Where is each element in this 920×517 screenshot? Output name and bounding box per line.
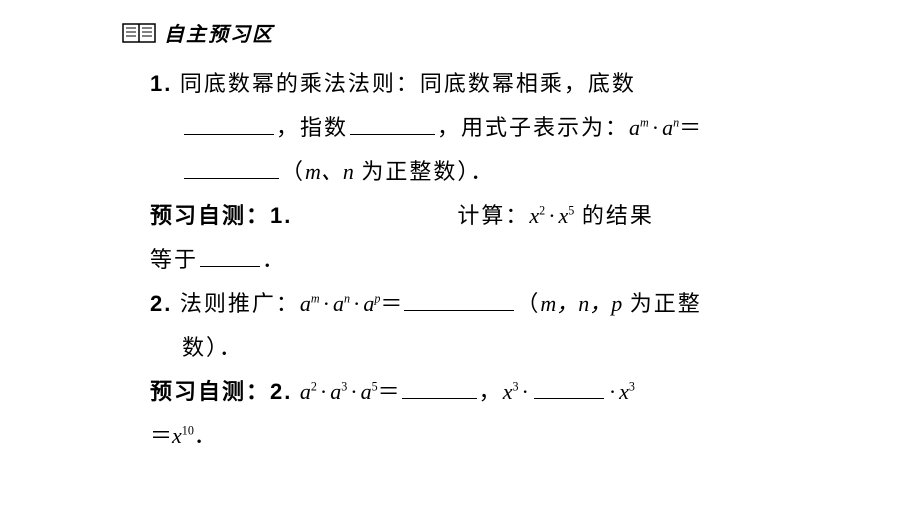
item-1-line-3: （m、n 为正整数）． (150, 150, 790, 194)
self-test-1-line-2: 等于 ． (150, 238, 790, 282)
self-test-1-label: 预习自测：1. (150, 203, 292, 228)
item-1-text-d: （ (281, 159, 305, 184)
section-header: 自主预习区 (122, 18, 274, 47)
test1-text-a: 计算： (457, 203, 529, 228)
item-2-text-b: （ (516, 291, 540, 316)
blank-3 (184, 178, 279, 179)
item-1-text-a: 同底数幂的乘法法则：同底数幂相乘，底数 (180, 71, 636, 96)
item-2-text-d: 数）． (182, 335, 243, 360)
test1-period: ． (262, 247, 286, 272)
mnp-var: m，n，p (540, 291, 622, 316)
item-2-line-2: 数）． (150, 326, 790, 370)
self-test-2-label: 预习自测：2. (150, 379, 292, 404)
item-2-line-1: 2. 法则推广：am·an·ap＝ （m，n，p 为正整 (150, 282, 790, 326)
x2-x5: x2·x5 (529, 203, 574, 228)
item-1-number: 1. (150, 71, 172, 96)
self-test-2-line-2: ＝x10． (150, 414, 790, 458)
test2-period: ． (194, 423, 218, 448)
am-an-ap: am·an·ap＝ (300, 291, 403, 316)
a2-a3-a5: a2·a3·a5＝ (300, 379, 400, 404)
item-1-line-2: ，指数 ，用式子表示为：am·an＝ (150, 106, 790, 150)
self-test-2-line-1: 预习自测：2. a2·a3·a5＝ ，x3· ·x3 (150, 370, 790, 414)
formula-am-an: am·an＝ (629, 115, 701, 140)
mn-var: m、n (305, 159, 354, 184)
blank-5 (404, 310, 514, 311)
eq-x10: ＝x10 (150, 423, 194, 448)
header-title: 自主预习区 (164, 18, 274, 47)
self-test-1-line-1: 预习自测：1. 计算：x2·x5 的结果 (150, 194, 790, 238)
book-icon (122, 22, 156, 44)
blank-4 (200, 266, 260, 267)
blank-6 (402, 398, 477, 399)
item-1-text-b: ，指数 (276, 115, 348, 140)
item-2-text-a: 法则推广： (180, 291, 300, 316)
item-1-text-c: ，用式子表示为： (437, 115, 629, 140)
item-1-text-e: 为正整数）． (354, 159, 495, 184)
item-2-text-c: 为正整 (622, 291, 702, 316)
x3: x3· (503, 379, 532, 404)
blank-2 (350, 134, 435, 135)
test1-text-c: 等于 (150, 247, 198, 272)
item-1-line-1: 1. 同底数幂的乘法法则：同底数幂相乘，底数 (150, 62, 790, 106)
test2-comma: ， (479, 379, 503, 404)
blank-1 (184, 134, 274, 135)
content-area: 1. 同底数幂的乘法法则：同底数幂相乘，底数 ，指数 ，用式子表示为：am·an＝… (150, 62, 790, 458)
blank-7 (534, 398, 604, 399)
item-2-number: 2. (150, 291, 172, 316)
x3-tail: ·x3 (606, 379, 635, 404)
test1-text-b: 的结果 (574, 203, 654, 228)
